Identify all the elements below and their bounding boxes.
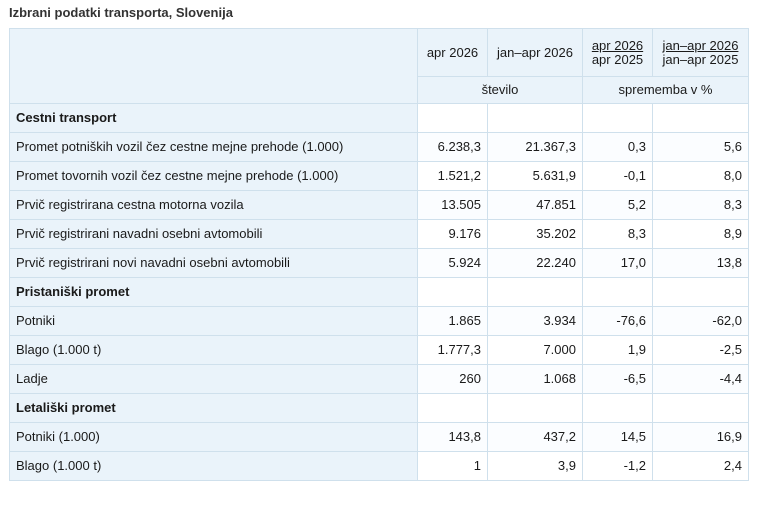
section-empty-cell — [487, 393, 583, 423]
table-row: Blago (1.000 t) 1 3,9 -1,2 2,4 — [9, 451, 749, 481]
table-row: Potniki 1.865 3.934 -76,6 -62,0 — [9, 306, 749, 336]
transport-table: apr 2026 jan–apr 2026 apr 2026 apr 2025 … — [9, 28, 749, 481]
value-cell: 35.202 — [487, 219, 583, 249]
row-label: Prvič registrirana cestna motorna vozila — [9, 190, 418, 220]
value-cell: 17,0 — [582, 248, 653, 278]
table-row: Ladje 260 1.068 -6,5 -4,4 — [9, 364, 749, 394]
row-label: Blago (1.000 t) — [9, 335, 418, 365]
header-unit-count: število — [417, 76, 583, 104]
header-jan-apr-2025-label: jan–apr 2025 — [662, 51, 739, 67]
table-row: Prvič registrirani navadni osebni avtomo… — [9, 219, 749, 249]
section-empty-cell — [652, 103, 749, 133]
header-apr-2025-label: apr 2025 — [591, 51, 644, 67]
value-cell: 1.521,2 — [417, 161, 488, 191]
value-cell: -76,6 — [582, 306, 653, 336]
header-blank — [9, 28, 418, 104]
row-label: Potniki (1.000) — [9, 422, 418, 452]
table-row: Prvič registrirani novi navadni osebni a… — [9, 248, 749, 278]
value-cell: 47.851 — [487, 190, 583, 220]
value-cell: -1,2 — [582, 451, 653, 481]
table-row: Potniki (1.000) 143,8 437,2 14,5 16,9 — [9, 422, 749, 452]
row-label: Blago (1.000 t) — [9, 451, 418, 481]
section-empty-cell — [652, 393, 749, 423]
value-cell: 14,5 — [582, 422, 653, 452]
header-apr-2026: apr 2026 — [417, 28, 488, 77]
section-empty-cell — [417, 277, 488, 307]
section-row: Letališki promet — [9, 393, 749, 423]
section-title: Pristaniški promet — [9, 277, 418, 307]
value-cell: 5,6 — [652, 132, 749, 162]
header-jan-apr-2026-vs-2025[interactable]: jan–apr 2026 jan–apr 2025 — [652, 28, 749, 77]
row-label: Potniki — [9, 306, 418, 336]
section-row: Pristaniški promet — [9, 277, 749, 307]
section-empty-cell — [582, 277, 653, 307]
value-cell: 0,3 — [582, 132, 653, 162]
row-label: Prvič registrirani novi navadni osebni a… — [9, 248, 418, 278]
value-cell: 8,3 — [652, 190, 749, 220]
value-cell: 1.068 — [487, 364, 583, 394]
value-cell: 1,9 — [582, 335, 653, 365]
header-jan-apr-2026-link[interactable]: jan–apr 2026 — [662, 37, 739, 53]
header-row-units: število sprememba v % — [10, 76, 749, 104]
value-cell: 1 — [417, 451, 488, 481]
value-cell: 7.000 — [487, 335, 583, 365]
section-empty-cell — [487, 277, 583, 307]
section-empty-cell — [487, 103, 583, 133]
table-row: Promet potniških vozil čez cestne mejne … — [9, 132, 749, 162]
header-apr-2026-vs-2025[interactable]: apr 2026 apr 2025 — [582, 28, 653, 77]
value-cell: 437,2 — [487, 422, 583, 452]
value-cell: 3,9 — [487, 451, 583, 481]
section-title: Letališki promet — [9, 393, 418, 423]
value-cell: 260 — [417, 364, 488, 394]
value-cell: 13,8 — [652, 248, 749, 278]
page-title: Izbrani podatki transporta, Slovenija — [9, 5, 233, 20]
value-cell: 9.176 — [417, 219, 488, 249]
value-cell: -4,4 — [652, 364, 749, 394]
value-cell: 2,4 — [652, 451, 749, 481]
row-label: Ladje — [9, 364, 418, 394]
section-empty-cell — [417, 393, 488, 423]
row-label: Prvič registrirani navadni osebni avtomo… — [9, 219, 418, 249]
table-row: Promet tovornih vozil čez cestne mejne p… — [9, 161, 749, 191]
value-cell: 22.240 — [487, 248, 583, 278]
row-label: Promet tovornih vozil čez cestne mejne p… — [9, 161, 418, 191]
value-cell: -0,1 — [582, 161, 653, 191]
value-cell: -6,5 — [582, 364, 653, 394]
header-row-periods: apr 2026 jan–apr 2026 apr 2026 apr 2025 … — [9, 28, 749, 104]
value-cell: 143,8 — [417, 422, 488, 452]
header-apr-2026-link[interactable]: apr 2026 — [591, 37, 644, 53]
value-cell: 13.505 — [417, 190, 488, 220]
value-cell: 1.865 — [417, 306, 488, 336]
value-cell: 16,9 — [652, 422, 749, 452]
section-title: Cestni transport — [9, 103, 418, 133]
table-row: Blago (1.000 t) 1.777,3 7.000 1,9 -2,5 — [9, 335, 749, 365]
value-cell: 5,2 — [582, 190, 653, 220]
value-cell: 6.238,3 — [417, 132, 488, 162]
value-cell: 21.367,3 — [487, 132, 583, 162]
value-cell: 8,3 — [582, 219, 653, 249]
section-empty-cell — [582, 103, 653, 133]
section-row: Cestni transport — [9, 103, 749, 133]
row-label: Promet potniških vozil čez cestne mejne … — [9, 132, 418, 162]
value-cell: 5.924 — [417, 248, 488, 278]
value-cell: 1.777,3 — [417, 335, 488, 365]
section-empty-cell — [652, 277, 749, 307]
value-cell: 8,9 — [652, 219, 749, 249]
section-empty-cell — [417, 103, 488, 133]
value-cell: 5.631,9 — [487, 161, 583, 191]
table-row: Prvič registrirana cestna motorna vozila… — [9, 190, 749, 220]
value-cell: 3.934 — [487, 306, 583, 336]
header-jan-apr-2026: jan–apr 2026 — [487, 28, 583, 77]
value-cell: 8,0 — [652, 161, 749, 191]
header-unit-change: sprememba v % — [582, 76, 749, 104]
value-cell: -62,0 — [652, 306, 749, 336]
value-cell: -2,5 — [652, 335, 749, 365]
section-empty-cell — [582, 393, 653, 423]
